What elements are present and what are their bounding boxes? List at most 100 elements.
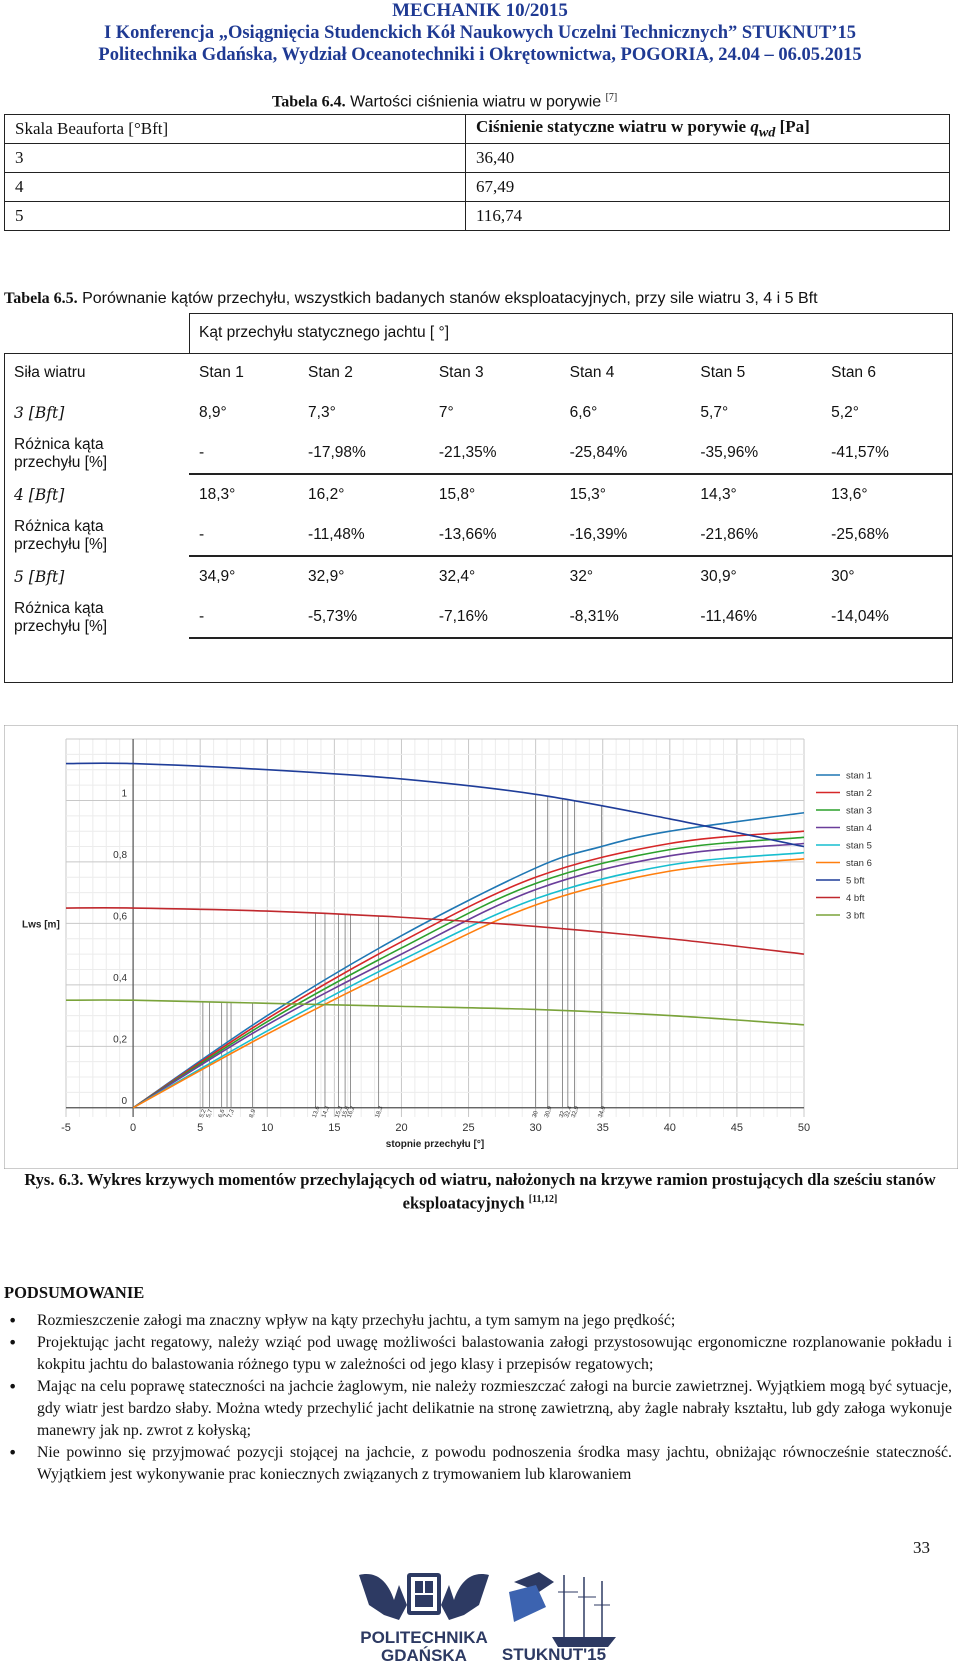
page-number: 33	[913, 1538, 930, 1557]
x-tick-label: 5	[197, 1122, 203, 1134]
y-axis-label: Lws [m]	[22, 919, 60, 930]
diff-cell: -13,66%	[428, 515, 560, 557]
angle-cell: 6,6°	[569, 404, 598, 421]
y-tick-label: 0,2	[113, 1034, 127, 1045]
series-line	[65, 762, 805, 848]
diff-cell: -17,98%	[298, 433, 429, 475]
angle-cell: 7,3°	[308, 404, 336, 421]
table-6-4-title: Wartości ciśnienia wiatru w porywie	[345, 93, 606, 111]
table-row: 3 36,40	[4, 143, 950, 173]
equilibrium-label: 7,3	[227, 1108, 236, 1119]
diff-cell: -35,96%	[690, 433, 822, 475]
table-6-5-number: Tabela 6.5.	[4, 290, 78, 307]
angle-cell: 32,9°	[308, 568, 345, 585]
table-cell: 4	[4, 172, 466, 202]
legend-label: 3 bft	[846, 911, 865, 922]
diff-cell: -25,68%	[821, 515, 952, 557]
politechnika-gdanska-logo: POLITECHNIKA GDAŃSKA	[359, 1573, 489, 1663]
blank-cell	[4, 313, 189, 353]
angle-cell: 18,3°	[199, 486, 236, 503]
angle-cell: 34,9°	[199, 568, 236, 585]
equilibrium-label: 5,2	[199, 1108, 208, 1119]
table-6-4-ref: [7]	[605, 92, 618, 103]
diff-label-line: Różnica kąta	[14, 517, 104, 535]
pressure-header-sub: wd	[758, 124, 776, 141]
table-cell: 36,40	[465, 143, 950, 173]
wind-pressure-table: Skala Beauforta [°Bft] Ciśnienie statycz…	[4, 114, 950, 231]
pressure-header-text: Ciśnienie statyczne wiatru w porywie	[476, 116, 751, 136]
series-line	[65, 999, 805, 1026]
angle-cell: 8,9°	[199, 404, 227, 421]
table-row: 4 67,49	[4, 172, 950, 202]
table-header-row: Siła wiatru Stan 1 Stan 2 Stan 3 Stan 4 …	[4, 353, 952, 393]
angle-cell: 5,7°	[700, 404, 729, 421]
diff-cell: -8,31%	[559, 597, 691, 639]
angle-cell: 5,2°	[831, 404, 859, 421]
legend-label: stan 6	[846, 858, 872, 869]
table-row: 3 [Bft] 8,9° 7,3° 7° 6,6° 5,7° 5,2°	[4, 393, 952, 433]
column-header-stan: Stan 1	[199, 364, 244, 381]
column-header-stan: Stan 2	[308, 364, 353, 381]
angle-cell: 7°	[438, 404, 454, 421]
table-6-4-number: Tabela 6.4.	[272, 93, 346, 111]
figure-title: Wykres krzywych momentów przechylających…	[87, 1170, 936, 1213]
table-6-5-caption: Tabela 6.5. Porównanie kątów przechyłu, …	[4, 290, 818, 308]
heel-angle-body: 3 [Bft] 8,9° 7,3° 7° 6,6° 5,7° 5,2° Różnica kąt…	[4, 393, 952, 639]
column-header-stan: Stan 5	[700, 364, 746, 381]
group-header-box	[189, 313, 953, 354]
group-header: Kąt przechyłu statycznego jachtu [ °]	[199, 324, 450, 341]
series-line	[65, 906, 805, 955]
figure-caption: Rys. 6.3. Wykres krzywych momentów przec…	[0, 1170, 960, 1214]
angle-cell: 32°	[569, 568, 594, 585]
x-tick-label: 30	[530, 1122, 542, 1134]
diff-label-line: przechyłu [%]	[14, 535, 108, 553]
summary-list: Rozmieszczenie załogi ma znaczny wpływ n…	[4, 1310, 952, 1486]
equilibrium-label: 30,9	[544, 1105, 554, 1119]
chart-frame	[3, 724, 959, 1170]
list-item: Rozmieszczenie załogi ma znaczny wpływ n…	[4, 1310, 952, 1332]
angle-cell: 15,8°	[438, 486, 476, 503]
list-item: Projektując jacht regatowy, należy wziąć…	[4, 1332, 952, 1376]
y-tick-label: 1	[122, 788, 128, 799]
legend-label: 5 bft	[846, 876, 865, 887]
y-tick-label: 0,6	[113, 911, 127, 922]
equilibrium-label: 6,6	[218, 1108, 227, 1119]
column-header-force: Siła wiatru	[14, 364, 86, 381]
equilibrium-label: 30	[532, 1110, 540, 1119]
page-header: MECHANIK 10/2015 I Konferencja „Osiągnię…	[0, 0, 960, 66]
diff-label-line: przechyłu [%]	[14, 617, 108, 635]
x-tick-label: -5	[61, 1122, 71, 1134]
equilibrium-label: 34,9	[598, 1105, 608, 1119]
diff-cell: -5,73%	[298, 597, 429, 639]
heel-angle-table: Kąt przechyłu statycznego jachtu [ °] Si…	[4, 313, 952, 639]
series-line	[132, 851, 805, 1109]
equilibrium-label: 18,3	[375, 1105, 385, 1119]
column-header-pressure: Ciśnienie statyczne wiatru w porywie qwd…	[465, 114, 950, 144]
legend-label: stan 3	[846, 806, 872, 817]
table-cell: 3	[4, 143, 466, 173]
group-header-row: Kąt przechyłu statycznego jachtu [ °]	[4, 313, 952, 353]
angle-cell: 15,3°	[569, 486, 606, 503]
x-tick-label: 15	[328, 1122, 340, 1134]
column-header-stan: Stan 6	[831, 364, 876, 381]
equilibrium-label: 32	[559, 1110, 567, 1119]
wind-force-cell: 4 [Bft]	[14, 485, 65, 504]
x-tick-label: 35	[597, 1122, 609, 1134]
diff-label-line: Różnica kąta	[14, 435, 104, 453]
equilibrium-label: 32,4	[564, 1105, 574, 1119]
chart-svg: -5 0 5 10 15 20 25 30 35 40 45 50 0 0,2 0,4 0,6 0,8 1 Lws …	[3, 724, 959, 1170]
legend-label: stan 2	[846, 788, 872, 799]
equilibrium-label: 7	[223, 1113, 230, 1119]
wind-force-cell: 5 [Bft]	[14, 567, 65, 586]
diff-cell: -11,46%	[690, 597, 822, 639]
x-tick-label: 20	[395, 1122, 407, 1134]
angle-cell: 30,9°	[700, 568, 737, 585]
diff-label-line: przechyłu [%]	[14, 453, 108, 471]
angle-cell: 13,6°	[831, 486, 868, 503]
list-item: Mając na celu poprawę stateczności na ja…	[4, 1376, 952, 1442]
pressure-header-var: q	[750, 116, 759, 136]
diff-cell: -21,86%	[690, 515, 822, 557]
logo-text: GDAŃSKA	[381, 1646, 467, 1663]
stuknut-logo: STUKNUT'15	[502, 1572, 616, 1663]
x-tick-label: 25	[462, 1122, 474, 1134]
